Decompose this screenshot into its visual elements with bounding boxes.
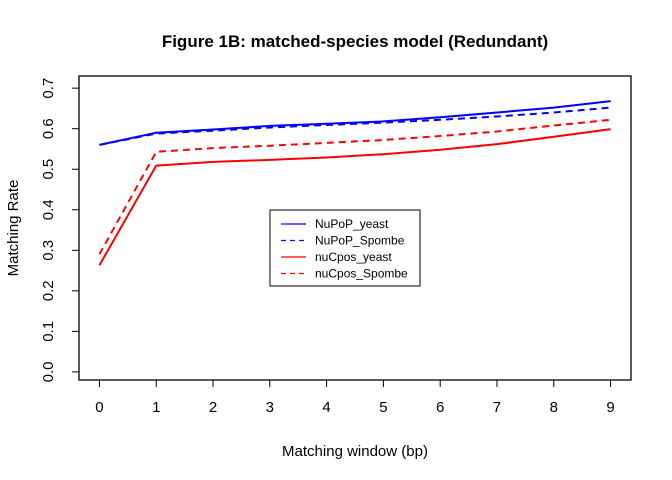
x-tick-label: 5: [379, 399, 387, 416]
plot-frame: [78, 75, 632, 381]
y-tick-label: 0.1: [40, 321, 57, 342]
x-tick-label: 6: [436, 399, 444, 416]
series-line-NuPoP_Spombe: [99, 106, 611, 146]
series-line-NuPoP_yeast: [99, 100, 611, 146]
y-tick-label: 0.2: [40, 280, 57, 301]
series-line-nuCpos_yeast: [98, 128, 611, 266]
x-tick-label: 9: [606, 399, 614, 416]
y-axis-label: Matching Rate: [5, 180, 22, 277]
x-axis: 0 1 2 3 4 5 6 7 8 9: [95, 380, 615, 416]
x-tick-label: 4: [322, 399, 330, 416]
legend-label: NuPoP_yeast: [315, 217, 389, 231]
legend-label: nuCpos_Spombe: [315, 267, 408, 281]
y-tick-label: 0.3: [40, 240, 57, 261]
x-tick-label: 0: [95, 399, 103, 416]
x-tick-label: 1: [152, 399, 160, 416]
y-tick-label: 0.7: [40, 78, 57, 99]
legend-label: nuCpos_yeast: [315, 250, 392, 264]
x-axis-label: Matching window (bp): [282, 443, 428, 460]
y-tick-label: 0.6: [40, 118, 57, 139]
x-tick-label: 7: [493, 399, 501, 416]
y-tick-label: 0.0: [40, 361, 57, 382]
series-layer: [98, 100, 611, 266]
x-tick-label: 3: [266, 399, 274, 416]
legend-label: NuPoP_Spombe: [315, 234, 405, 248]
x-tick-label: 8: [550, 399, 558, 416]
y-tick-label: 0.4: [40, 199, 57, 220]
y-tick-label: 0.5: [40, 159, 57, 180]
x-tick-label: 2: [209, 399, 217, 416]
y-axis: 0.0 0.1 0.2 0.3 0.4 0.5 0.6 0.7: [40, 78, 79, 382]
chart-title: Figure 1B: matched-species model (Redund…: [162, 32, 548, 51]
legend: NuPoP_yeast NuPoP_Spombe nuCpos_yeast nuCpo…: [269, 209, 421, 287]
series-line-nuCpos_Spombe: [98, 118, 611, 255]
